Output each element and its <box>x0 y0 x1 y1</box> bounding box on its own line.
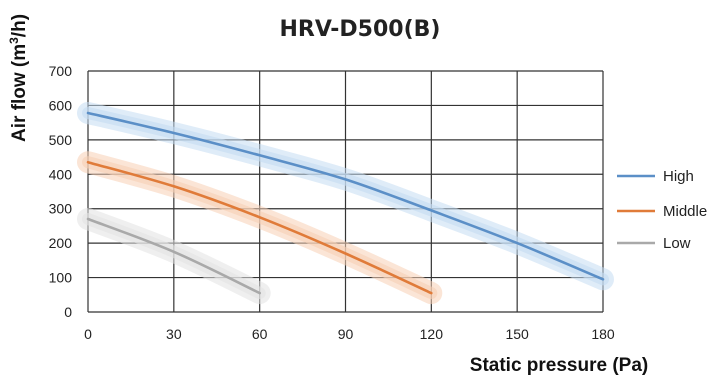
y-tick-label: 400 <box>49 166 73 182</box>
series-layer <box>86 111 605 295</box>
x-axis-label: Static pressure (Pa) <box>470 355 648 376</box>
y-tick-label: 200 <box>49 235 73 251</box>
x-tick-label: 60 <box>252 326 268 342</box>
y-tick-labels: 0 100 200 300 400 500 600 700 <box>49 63 73 320</box>
chart-title: HRV-D500(B) <box>280 17 441 42</box>
x-tick-label: 150 <box>505 326 529 342</box>
series-line-high <box>86 111 605 281</box>
x-tick-label: 0 <box>84 326 92 342</box>
legend-label-high: High <box>663 168 694 185</box>
series-line-low <box>86 217 261 295</box>
y-tick-label: 700 <box>49 63 73 79</box>
x-tick-label: 30 <box>166 326 182 342</box>
x-tick-label: 90 <box>338 326 354 342</box>
y-axis-label-tail: /h) <box>9 14 30 37</box>
legend-label-low: Low <box>663 235 691 252</box>
y-tick-label: 600 <box>49 97 73 113</box>
x-tick-label: 120 <box>420 326 444 342</box>
y-axis-label: Air flow (m3/h) <box>7 14 30 142</box>
legend: High Middle Low <box>617 168 707 252</box>
legend-label-middle: Middle <box>663 203 707 220</box>
y-tick-label: 500 <box>49 132 73 148</box>
x-tick-labels: 0 30 60 90 120 150 180 <box>84 326 615 342</box>
y-tick-label: 300 <box>49 201 73 217</box>
y-axis-label-sup: 3 <box>7 37 21 44</box>
x-tick-label: 180 <box>591 326 615 342</box>
series-line-middle <box>86 160 433 295</box>
y-tick-label: 100 <box>49 270 73 286</box>
y-tick-label: 0 <box>64 304 72 320</box>
y-axis-label-main: Air flow (m <box>9 44 30 142</box>
